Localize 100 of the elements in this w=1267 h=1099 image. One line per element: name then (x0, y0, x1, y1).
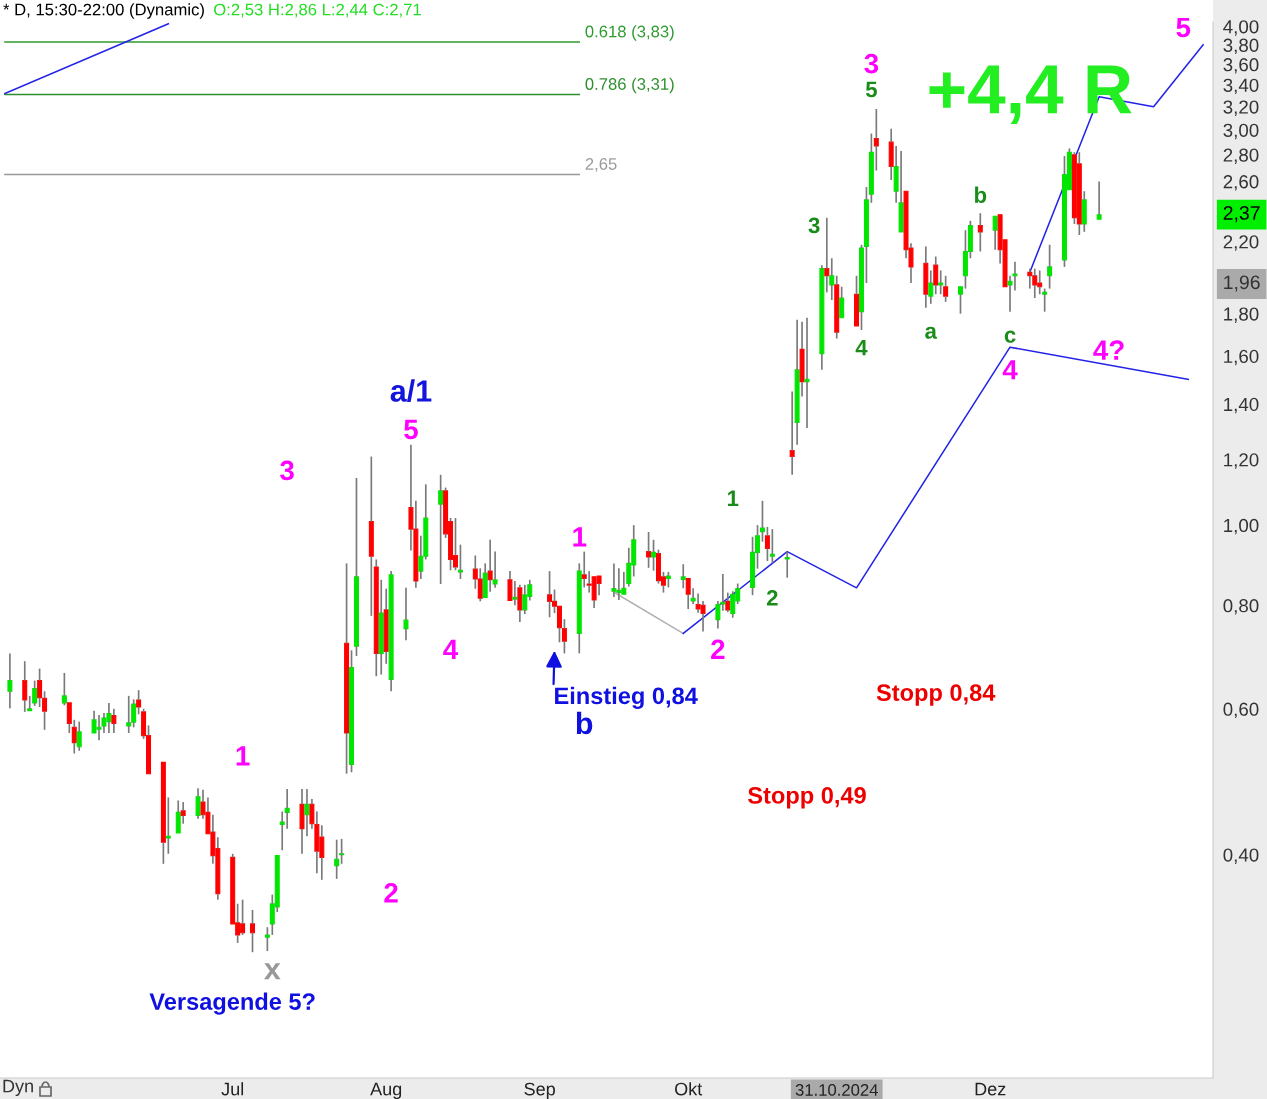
annotation: 4? (1093, 340, 1124, 360)
x-tick-label: Okt (675, 1082, 703, 1096)
candlestick (839, 285, 845, 319)
chart-title: * D, 15:30-22:00 (Dynamic) (3, 3, 204, 19)
text: 31.10.2024 (795, 1084, 878, 1096)
annotation: Einstieg 0,84 (555, 686, 698, 709)
y-tick-label: 3,40 (1223, 78, 1259, 95)
annotation: Versagende 5? (149, 992, 315, 1015)
candlestick (888, 127, 894, 181)
candlestick (175, 799, 181, 834)
candlestick (492, 550, 498, 589)
annotation: 3 (808, 217, 820, 234)
candlestick (789, 390, 795, 476)
candlestick (992, 215, 998, 251)
annotation: 4 (855, 340, 868, 356)
annotation: 1 (236, 746, 250, 766)
candlestick (581, 550, 587, 589)
text: 2,37 (1223, 206, 1260, 223)
candlestick (487, 538, 493, 593)
text: Dyn (3, 1079, 33, 1096)
candlestick (1027, 267, 1033, 290)
y-tick-label: 1,00 (1224, 518, 1259, 535)
candlestick (373, 558, 379, 678)
candlestick (715, 600, 721, 630)
candlestick (854, 274, 860, 327)
series-label: 0.618 (3,83) (585, 25, 674, 41)
candlestick (76, 720, 82, 752)
candlestick (1081, 190, 1087, 233)
candlestick (299, 788, 305, 855)
candlestick (512, 580, 518, 607)
y-tick-label: 3,60 (1223, 58, 1259, 74)
candlestick (804, 316, 810, 429)
candlestick (784, 550, 790, 579)
annotation: 2 (711, 639, 725, 659)
annotation: 3 (864, 53, 879, 74)
y-tick-label: 3,20 (1223, 100, 1259, 116)
y-tick-label: 0,60 (1223, 702, 1259, 719)
candlestick (799, 320, 805, 398)
y-tick-label: 1,80 (1224, 307, 1259, 323)
series-label: 2,65 (585, 158, 617, 172)
candlestick (611, 562, 617, 598)
candlestick (111, 708, 117, 734)
y-tick-label: 0,40 (1223, 848, 1259, 864)
annotation: 4 (1002, 360, 1018, 380)
candlestick (819, 264, 825, 371)
candlestick (279, 810, 285, 852)
candlestick (344, 562, 350, 775)
candlestick (685, 577, 691, 610)
y-tick-label: 1,40 (1224, 397, 1259, 414)
annotation: 4 (443, 639, 459, 659)
candlestick (1007, 274, 1013, 313)
annotation: Stopp 0,84 (876, 684, 996, 706)
candlestick (680, 563, 686, 590)
candlestick (893, 145, 899, 204)
candlestick (517, 584, 523, 623)
annotation: 1 (727, 490, 739, 506)
candlestick (928, 269, 934, 305)
candlestick (477, 567, 483, 603)
annotation: a (925, 326, 938, 339)
annotation: 5 (1176, 17, 1191, 38)
candlestick (22, 660, 28, 713)
y-tick-label: 4,00 (1223, 20, 1259, 36)
candlestick (933, 255, 939, 296)
y-tick-label: 0,80 (1223, 599, 1259, 615)
candlestick (977, 212, 983, 253)
candlestick (383, 587, 389, 665)
candlestick (284, 788, 290, 830)
annotation: 5 (404, 419, 418, 440)
y-tick-label: 2,60 (1223, 175, 1259, 191)
chart-subtitle: O:2,53 H:2,86 L:2,44 C:2,71 (214, 3, 421, 18)
y-tick-label: 2,80 (1223, 148, 1259, 164)
x-tick-label: Sep (524, 1082, 555, 1099)
annotation: 3 (280, 460, 294, 481)
annotation: 5 (865, 81, 877, 98)
candlestick (126, 695, 132, 734)
annotation: x (264, 963, 281, 980)
annotation: b (576, 711, 593, 735)
annotation: c (1004, 330, 1016, 343)
candlestick (1076, 151, 1082, 236)
x-tick-label: Jul (221, 1082, 244, 1096)
candlestick (180, 801, 186, 825)
series-label: 0.786 (3,31) (585, 77, 674, 94)
candlestick (314, 810, 320, 874)
candlestick (1096, 180, 1102, 220)
annotation: b (975, 186, 987, 203)
candlestick (7, 652, 13, 710)
candlestick (378, 578, 384, 676)
candlestick (938, 269, 944, 296)
candlestick (873, 108, 879, 172)
candlestick (160, 761, 166, 865)
text: 1,96 (1224, 275, 1260, 292)
candlestick (730, 590, 736, 619)
y-tick-label: 1,20 (1224, 453, 1259, 469)
y-tick-label: 2,20 (1223, 235, 1259, 251)
candlestick (690, 587, 696, 605)
candlestick (388, 570, 394, 693)
x-tick-label: Aug (370, 1082, 402, 1099)
candlestick (507, 570, 513, 602)
annotation: a/1 (390, 379, 432, 403)
x-tick-label: Dez (975, 1082, 1006, 1096)
